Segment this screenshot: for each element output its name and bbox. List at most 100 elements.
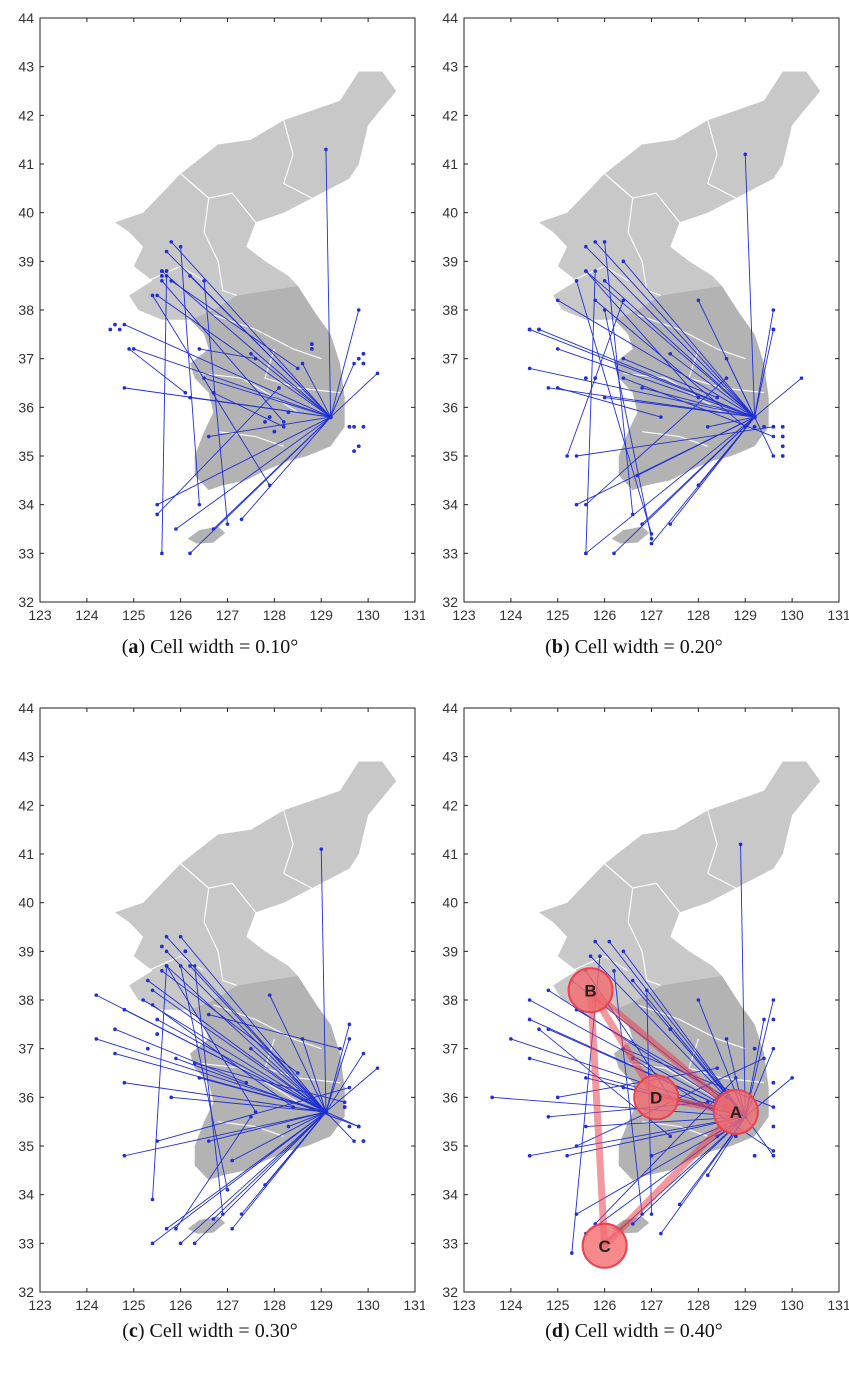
- chart-c-flow-line: [166, 951, 327, 1113]
- chart-a-flow-line: [213, 416, 331, 530]
- chart-a-node-point: [188, 551, 192, 556]
- chart-c-y-tick-label: 36: [18, 1089, 34, 1105]
- chart-b-node-point: [584, 269, 588, 273]
- chart-b-flow-line: [585, 270, 699, 398]
- chart-c-x-tick-label: 130: [356, 1297, 380, 1313]
- chart-b-node-point: [696, 298, 701, 303]
- chart-d-flow-line: [529, 1116, 746, 1157]
- chart-d-flow-line: [529, 999, 746, 1118]
- chart-d-x-tick-label: 126: [593, 1297, 617, 1313]
- chart-b-node-point: [584, 551, 588, 556]
- chart-c-node-point: [146, 978, 150, 983]
- chart-d-x-tick-label: 127: [640, 1297, 664, 1313]
- chart-c-flow-line: [302, 1038, 327, 1113]
- chart-c-jeju-island: [187, 1216, 226, 1234]
- chart-c-y-tick-label: 33: [18, 1235, 34, 1251]
- chart-d-node-point: [588, 954, 593, 958]
- chart-a-node-point: [361, 424, 366, 429]
- chart-b-node-point: [593, 376, 598, 381]
- map-panel-c: 123 124 125 126 127 128 129 130 131 32 33 34 35 36 37 3…: [0, 690, 425, 1373]
- chart-a-north-landmass: [115, 71, 397, 320]
- chart-a-node-point: [155, 293, 159, 298]
- chart-a-x-tick-label: 129: [310, 607, 334, 623]
- chart-b-node-point: [574, 279, 579, 283]
- chart-c-y-tick-label: 34: [18, 1187, 34, 1203]
- chart-a-node-point: [347, 424, 352, 429]
- chart-d-node-point: [659, 1231, 663, 1236]
- chart-c-node-point: [192, 1241, 197, 1246]
- chart-c-node-point: [141, 998, 145, 1002]
- chart-c-node-point: [347, 1124, 352, 1129]
- chart-b-node-point: [621, 259, 626, 264]
- chart-d-hub-region-d: [633, 1074, 680, 1121]
- chart-d-node-point: [771, 1149, 776, 1153]
- chart-d-node-point: [565, 1153, 569, 1158]
- chart-b-x-tick-label: 130: [780, 607, 804, 623]
- chart-d-province-boundary: [571, 955, 629, 972]
- chart-c-y-tick-label: 39: [18, 943, 34, 959]
- chart-d-node-point: [574, 1144, 579, 1148]
- chart-d-flow-line: [492, 1096, 746, 1118]
- chart-c-node-point: [211, 1217, 216, 1221]
- caption-d: (d) Cell width = 0.40°: [545, 1320, 723, 1342]
- chart-b-flow-line: [585, 271, 596, 554]
- chart-b-province-boundary: [627, 198, 662, 296]
- chart-b-node-point: [584, 244, 588, 249]
- chart-c-province-boundary: [218, 1121, 284, 1137]
- chart-b-node-point: [771, 454, 776, 458]
- chart-b-node-point: [555, 298, 560, 303]
- chart-b-province-boundary: [688, 348, 765, 394]
- chart-d-node-point: [607, 939, 612, 944]
- chart-a-node-point: [159, 269, 164, 273]
- chart-a-node-point: [108, 327, 113, 332]
- chart-c-node-point: [267, 993, 272, 997]
- chart-b-y-tick-label: 33: [442, 545, 458, 561]
- chart-a-node-point: [202, 279, 206, 283]
- chart-b-node-point: [771, 424, 776, 429]
- chart-c-flow-line: [180, 1111, 327, 1244]
- chart-a-node-point: [361, 351, 366, 356]
- chart-a-flow-line: [161, 275, 168, 554]
- chart-c-node-point: [164, 934, 169, 939]
- chart-a-x-tick-label: 126: [169, 607, 193, 623]
- chart-d-hub-region-a: [712, 1088, 759, 1135]
- chart-c-node-point: [113, 1051, 117, 1056]
- chart-a-node-point: [309, 347, 314, 351]
- chart-a-flow-line: [208, 416, 331, 437]
- chart-c-flow-line: [124, 1111, 327, 1157]
- chart-c-node-point: [169, 1095, 174, 1100]
- chart-a-node-point: [188, 274, 192, 278]
- chart-a-node-point: [352, 361, 356, 366]
- chart-b-node-point: [527, 366, 532, 371]
- chart-c-node-point: [192, 964, 197, 968]
- chart-b-y-tick-label: 44: [442, 10, 458, 26]
- chart-a-node-point: [160, 279, 164, 283]
- chart-d-node-point: [555, 1095, 560, 1100]
- chart-a-node-point: [267, 415, 272, 419]
- chart-a-flow-line: [133, 348, 331, 418]
- chart-d-node-point: [527, 998, 532, 1002]
- chart-d-node-point: [752, 1153, 757, 1158]
- chart-a-node-point: [159, 274, 164, 278]
- chart-b-node-point: [668, 352, 673, 356]
- chart-c-flow-line: [213, 1111, 327, 1220]
- chart-b-node-point: [771, 434, 776, 439]
- chart-b-x-tick-label: 127: [640, 607, 664, 623]
- chart-d-hub-connection: [587, 986, 740, 1116]
- chart-b-x-tick-label: 124: [499, 607, 523, 623]
- chart-c-north-landmass: [115, 761, 397, 1010]
- chart-b-y-tick-label: 36: [442, 399, 458, 415]
- chart-d-y-tick-label: 44: [442, 700, 458, 716]
- chart-c-node-point: [183, 949, 188, 954]
- chart-b-flow-line: [538, 329, 755, 418]
- chart-a-flow-line: [213, 392, 284, 428]
- chart-a-flow-line: [161, 280, 285, 423]
- chart-a-flow-line: [128, 348, 186, 394]
- chart-b-hub-point: [752, 414, 757, 420]
- chart-d-x-tick-label: 130: [780, 1297, 804, 1313]
- chart-b-node-point: [602, 279, 607, 283]
- chart-c-flow-line: [194, 1111, 327, 1244]
- chart-c-node-point: [155, 1017, 159, 1022]
- chart-c-node-point: [244, 1080, 249, 1085]
- chart-c-node-point: [155, 1032, 160, 1036]
